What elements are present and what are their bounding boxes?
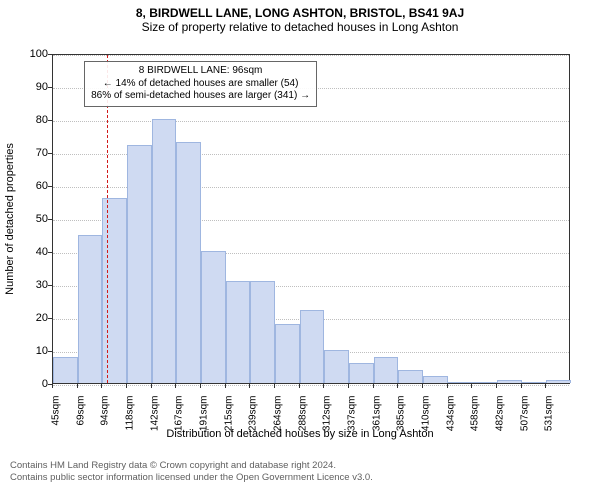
annotation-line-1: 8 BIRDWELL LANE: 96sqm: [91, 65, 310, 78]
histogram-bar: [423, 376, 448, 383]
x-tick-mark: [151, 384, 152, 388]
histogram-bar: [201, 251, 226, 383]
y-tick-mark: [48, 252, 52, 253]
histogram-bar: [374, 357, 399, 383]
histogram-bar: [53, 357, 78, 383]
x-tick-mark: [422, 384, 423, 388]
x-tick-mark: [175, 384, 176, 388]
x-tick-mark: [471, 384, 472, 388]
x-tick-mark: [521, 384, 522, 388]
x-tick-mark: [299, 384, 300, 388]
x-tick-label: 458sqm: [470, 396, 481, 432]
histogram-bar: [398, 370, 423, 383]
footer-line-1: Contains HM Land Registry data © Crown c…: [10, 460, 590, 472]
histogram-bar: [349, 363, 374, 383]
histogram-bar: [102, 198, 127, 383]
x-tick-label: 482sqm: [495, 396, 506, 432]
gridline: [53, 385, 569, 386]
x-tick-label: 118sqm: [125, 396, 136, 431]
y-tick-mark: [48, 219, 52, 220]
annotation-line-3: 86% of semi-detached houses are larger (…: [91, 90, 310, 103]
x-tick-label: 45sqm: [51, 396, 62, 426]
annotation-line-2: ← 14% of detached houses are smaller (54…: [91, 78, 310, 91]
annotation-box: 8 BIRDWELL LANE: 96sqm ← 14% of detached…: [84, 61, 317, 107]
x-tick-label: 531sqm: [544, 396, 555, 432]
x-tick-label: 264sqm: [273, 396, 284, 432]
x-tick-mark: [225, 384, 226, 388]
x-tick-label: 191sqm: [199, 396, 210, 432]
x-tick-mark: [52, 384, 53, 388]
plot-area: 8 BIRDWELL LANE: 96sqm ← 14% of detached…: [52, 54, 570, 384]
x-tick-label: 385sqm: [396, 396, 407, 432]
histogram-bar: [300, 310, 325, 383]
chart-subtitle: Size of property relative to detached ho…: [0, 20, 600, 34]
x-tick-mark: [447, 384, 448, 388]
histogram-bar: [152, 119, 177, 383]
histogram-bar: [250, 281, 275, 383]
y-tick-label: 70: [0, 147, 48, 159]
x-tick-mark: [249, 384, 250, 388]
gridline: [53, 121, 569, 122]
x-tick-label: 69sqm: [75, 396, 86, 426]
histogram-bar: [275, 324, 300, 383]
x-tick-label: 434sqm: [445, 396, 456, 432]
x-tick-label: 312sqm: [322, 396, 333, 432]
histogram-bar: [448, 382, 473, 383]
x-tick-label: 361sqm: [371, 396, 382, 432]
x-tick-label: 337sqm: [347, 396, 358, 432]
x-tick-mark: [397, 384, 398, 388]
gridline: [53, 55, 569, 56]
histogram-bar: [497, 380, 522, 383]
x-tick-mark: [545, 384, 546, 388]
x-tick-mark: [496, 384, 497, 388]
x-tick-label: 215sqm: [223, 396, 234, 432]
y-tick-label: 30: [0, 279, 48, 291]
x-tick-label: 288sqm: [297, 396, 308, 432]
y-tick-mark: [48, 153, 52, 154]
histogram-bar: [176, 142, 201, 383]
y-tick-mark: [48, 318, 52, 319]
y-tick-mark: [48, 285, 52, 286]
x-tick-mark: [323, 384, 324, 388]
y-tick-mark: [48, 186, 52, 187]
y-tick-mark: [48, 54, 52, 55]
histogram-bar: [226, 281, 251, 383]
histogram-bar: [324, 350, 349, 383]
x-tick-label: 167sqm: [174, 396, 185, 432]
x-tick-label: 94sqm: [100, 396, 111, 426]
y-tick-label: 40: [0, 246, 48, 258]
histogram-bar: [546, 380, 571, 383]
y-tick-label: 10: [0, 345, 48, 357]
y-tick-mark: [48, 87, 52, 88]
x-tick-mark: [274, 384, 275, 388]
x-tick-mark: [101, 384, 102, 388]
x-tick-mark: [348, 384, 349, 388]
x-tick-mark: [200, 384, 201, 388]
histogram-bar: [78, 235, 103, 384]
y-tick-label: 0: [0, 378, 48, 390]
y-tick-label: 50: [0, 213, 48, 225]
y-tick-label: 20: [0, 312, 48, 324]
y-tick-label: 90: [0, 81, 48, 93]
chart-address-title: 8, BIRDWELL LANE, LONG ASHTON, BRISTOL, …: [0, 6, 600, 20]
x-tick-label: 142sqm: [149, 396, 160, 432]
chart-container: Number of detached properties 8 BIRDWELL…: [0, 36, 600, 456]
histogram-bar: [522, 382, 547, 383]
x-tick-label: 507sqm: [519, 396, 530, 432]
x-tick-mark: [77, 384, 78, 388]
histogram-bar: [472, 382, 497, 383]
y-tick-label: 80: [0, 114, 48, 126]
x-tick-label: 410sqm: [421, 396, 432, 432]
x-tick-mark: [373, 384, 374, 388]
footer-line-2: Contains public sector information licen…: [10, 472, 590, 484]
histogram-bar: [127, 145, 152, 383]
x-tick-label: 239sqm: [248, 396, 259, 432]
x-tick-mark: [126, 384, 127, 388]
y-tick-label: 60: [0, 180, 48, 192]
y-tick-mark: [48, 351, 52, 352]
y-tick-mark: [48, 120, 52, 121]
y-tick-label: 100: [0, 48, 48, 60]
